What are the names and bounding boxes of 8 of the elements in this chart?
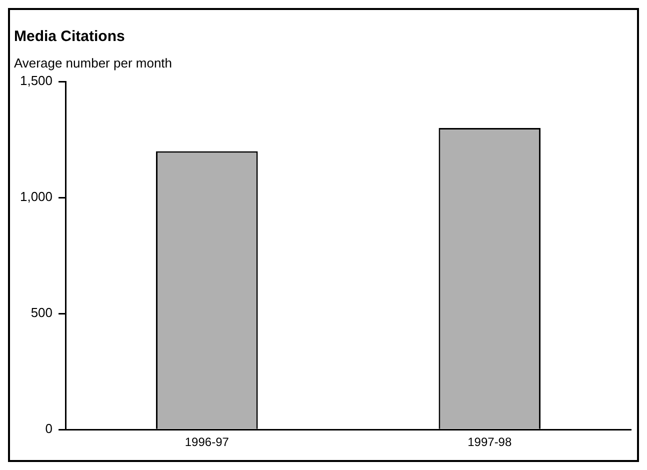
y-tick-label: 1,500: [20, 73, 53, 88]
x-tick-label: 1997-98: [468, 435, 512, 450]
y-axis-title: Average number per month: [14, 55, 172, 70]
chart-title: Media Citations: [14, 28, 125, 46]
y-tick-label: 0: [45, 421, 53, 436]
x-tick-label: 1996-97: [184, 435, 230, 450]
y-tick-label: 500: [30, 305, 53, 320]
y-tick-label: 1,000: [20, 189, 53, 204]
